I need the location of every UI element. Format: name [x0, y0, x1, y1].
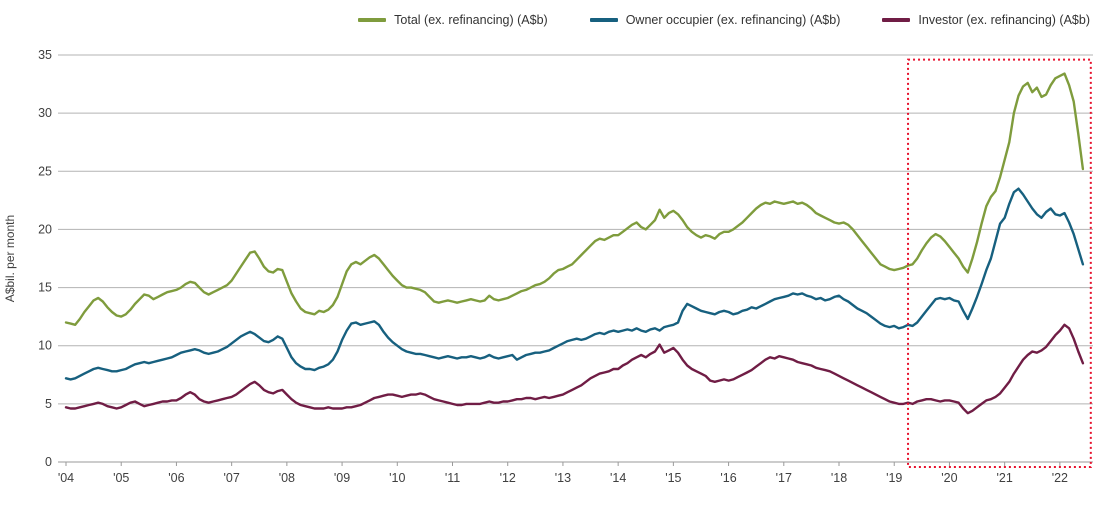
legend-label-total: Total (ex. refinancing) (A$b) [394, 13, 548, 27]
y-axis-title: A$bil. per month [3, 215, 17, 302]
x-tick-label: '07 [223, 471, 239, 485]
y-tick-label: 5 [45, 397, 52, 411]
x-tick-label: '10 [389, 471, 405, 485]
legend-item-total: Total (ex. refinancing) (A$b) [358, 13, 548, 27]
y-tick-label: 35 [38, 48, 52, 62]
x-tick-label: '16 [720, 471, 736, 485]
legend-item-investor: Investor (ex. refinancing) (A$b) [882, 13, 1090, 27]
x-tick-label: '15 [665, 471, 681, 485]
x-tick-label: '20 [941, 471, 957, 485]
x-tick-label: '05 [113, 471, 129, 485]
x-tick-label: '18 [831, 471, 847, 485]
x-tick-label: '14 [610, 471, 626, 485]
x-tick-label: '11 [445, 471, 460, 485]
y-tick-label: 10 [38, 339, 52, 353]
series-line-2 [64, 323, 1085, 415]
series-line-0 [64, 72, 1085, 326]
x-tick-label: '09 [334, 471, 350, 485]
chart-plot-area: 0 5 10 15 20 25 30 35 A$bil. per month '04 '05 '06 '… [3, 48, 1093, 485]
legend-swatch-total [358, 18, 387, 22]
legend-swatch-investor [882, 18, 911, 22]
x-tick-label: '08 [279, 471, 295, 485]
x-tick-label: '12 [500, 471, 516, 485]
x-tick-label: '13 [555, 471, 571, 485]
series-line-1 [64, 187, 1085, 381]
legend-label-owner-occupier: Owner occupier (ex. refinancing) (A$b) [625, 13, 841, 27]
legend-label-investor: Investor (ex. refinancing) (A$b) [918, 13, 1090, 27]
y-tick-label: 20 [38, 222, 52, 236]
highlight-rect [907, 58, 1092, 468]
y-tick-label: 15 [38, 281, 52, 295]
x-tick-label: '17 [776, 471, 792, 485]
y-tick-label: 25 [38, 164, 52, 178]
x-tick-label: '06 [168, 471, 184, 485]
x-tick-label: '04 [58, 471, 74, 485]
x-tick-label: '22 [1052, 471, 1068, 485]
y-tick-label: 30 [38, 106, 52, 120]
chart-legend: Total (ex. refinancing) (A$b) Owner occu… [0, 0, 1100, 34]
legend-item-owner-occupier: Owner occupier (ex. refinancing) (A$b) [589, 13, 841, 27]
x-tick-label: '19 [886, 471, 902, 485]
x-tick-label: '21 [997, 471, 1013, 485]
legend-swatch-owner-occupier [589, 18, 618, 22]
y-tick-label: 0 [45, 455, 52, 469]
